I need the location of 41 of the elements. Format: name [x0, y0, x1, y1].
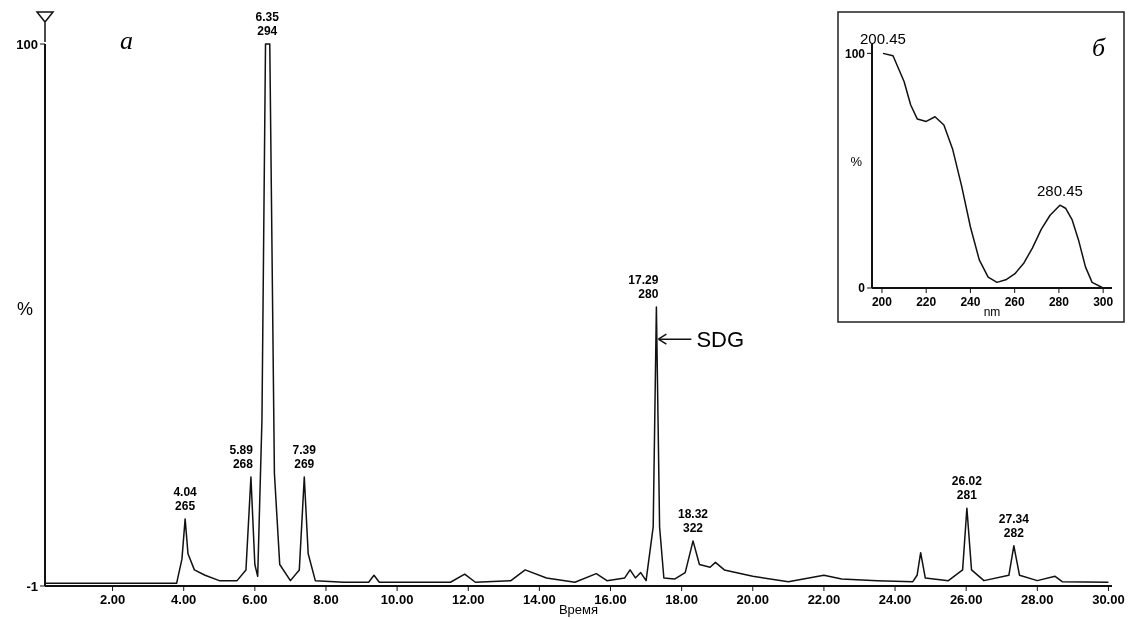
annotation: 26.02 281 — [951, 474, 983, 503]
x-tick-label: 28.00 — [1021, 592, 1054, 607]
annotation: 280.45 — [1036, 182, 1083, 200]
x-tick-label: 240 — [960, 295, 981, 309]
x-tick-label: 22.00 — [807, 592, 841, 607]
annotation: 7.39 269 — [292, 443, 317, 472]
annotation: б — [1092, 33, 1106, 62]
annotation: 200.45 — [860, 30, 906, 48]
x-tick-label: 26.00 — [949, 592, 983, 607]
x-tick-label: 10.00 — [380, 592, 414, 607]
x-tick-label: 8.00 — [313, 592, 339, 607]
x-tick-label: 16.00 — [594, 592, 627, 607]
x-tick-label: 14.00 — [523, 592, 556, 607]
y-tick-label: 100 — [844, 46, 866, 61]
annotation: 17.29 280 — [628, 272, 659, 301]
y-axis-title: % — [16, 299, 33, 319]
annotation: а — [120, 26, 133, 55]
y-tick-label: 100 — [16, 36, 38, 52]
x-tick-label: 280 — [1048, 295, 1070, 309]
x-tick-label: 260 — [1004, 295, 1025, 309]
annotation: 18.32 322 — [678, 506, 709, 535]
x-tick-label: 4.00 — [171, 592, 197, 607]
annotation: 5.89 268 — [229, 443, 254, 472]
x-axis-title: nm — [983, 305, 1001, 319]
x-tick-label: 30.00 — [1092, 592, 1125, 607]
x-tick-label: 200 — [871, 295, 893, 309]
y-tick-label: 0 — [858, 281, 866, 296]
annotation: SDG — [696, 326, 745, 352]
x-tick-label: 300 — [1093, 295, 1114, 309]
annotation: 4.04 265 — [173, 484, 198, 513]
x-tick-label: 24.00 — [878, 592, 912, 607]
x-tick-label: 12.00 — [451, 592, 485, 607]
x-tick-label: 20.00 — [736, 592, 770, 607]
x-tick-label: 6.00 — [242, 592, 268, 607]
x-tick-label: 18.00 — [665, 592, 698, 607]
annotation: 27.34 282 — [998, 511, 1030, 540]
annotation: 6.35 294 — [255, 10, 280, 38]
y-tick-label: -1 — [26, 578, 38, 594]
x-tick-label: 220 — [916, 295, 937, 309]
y-axis-title: % — [850, 154, 863, 169]
x-tick-label: 2.00 — [99, 592, 126, 607]
